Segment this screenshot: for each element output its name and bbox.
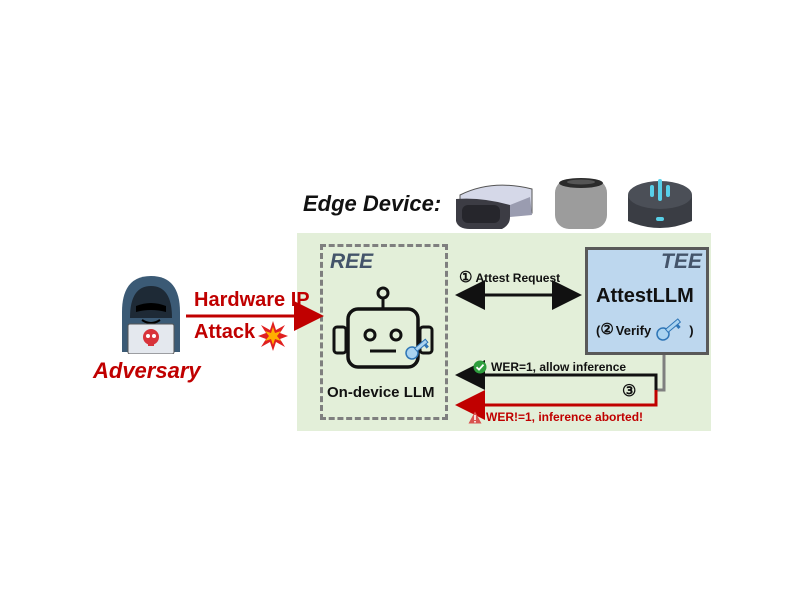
allow-arrow: [455, 360, 658, 390]
step-3-number: ③: [622, 381, 636, 401]
attestllm-label: AttestLLM: [596, 285, 694, 307]
step-2-number: ②: [600, 321, 614, 338]
vr-headset-icon: [456, 184, 533, 229]
robot-llm-icon: [332, 286, 434, 369]
key-icon: [656, 318, 682, 341]
ree-boundary: [320, 244, 448, 420]
check-icon: [473, 360, 487, 374]
verify-open: (: [596, 322, 601, 338]
attest-request-label: ① Attest Request: [459, 269, 561, 286]
step-3-text: ③: [622, 383, 637, 400]
voice-assistant-icon: [628, 179, 692, 228]
skull-icon: [143, 329, 159, 346]
ree-label: REE: [330, 250, 374, 273]
abort-arrow: [455, 390, 658, 420]
warning-icon: [468, 411, 482, 423]
verify-text: Verify: [615, 322, 652, 338]
on-device-llm-label: On-device LLM: [327, 384, 435, 401]
key-icon: [405, 338, 429, 360]
attest-request-text: Attest Request: [475, 271, 561, 285]
step-1-number: ①: [459, 269, 473, 286]
abort-result: WER!=1, inference aborted!: [468, 410, 643, 424]
explosion-icon: [258, 321, 288, 351]
tee-label: TEE: [661, 250, 702, 273]
adversary-label: Adversary: [93, 358, 201, 383]
verify-step: ( ② Verify ): [596, 318, 694, 342]
attack-label-line1: Hardware IP: [194, 289, 310, 311]
tee-output-connector: [656, 355, 666, 392]
allow-text: WER=1, allow inference: [491, 360, 627, 374]
edge-device-title: Edge Device:: [303, 191, 442, 216]
abort-text: WER!=1, inference aborted!: [486, 410, 644, 424]
hacker-icon: [122, 276, 180, 354]
attack-label-line2: Attack: [194, 321, 256, 343]
tee-box: [585, 247, 709, 355]
smart-speaker-icon: [555, 178, 607, 229]
verify-close: ): [689, 322, 694, 338]
allow-result: WER=1, allow inference: [473, 360, 626, 374]
